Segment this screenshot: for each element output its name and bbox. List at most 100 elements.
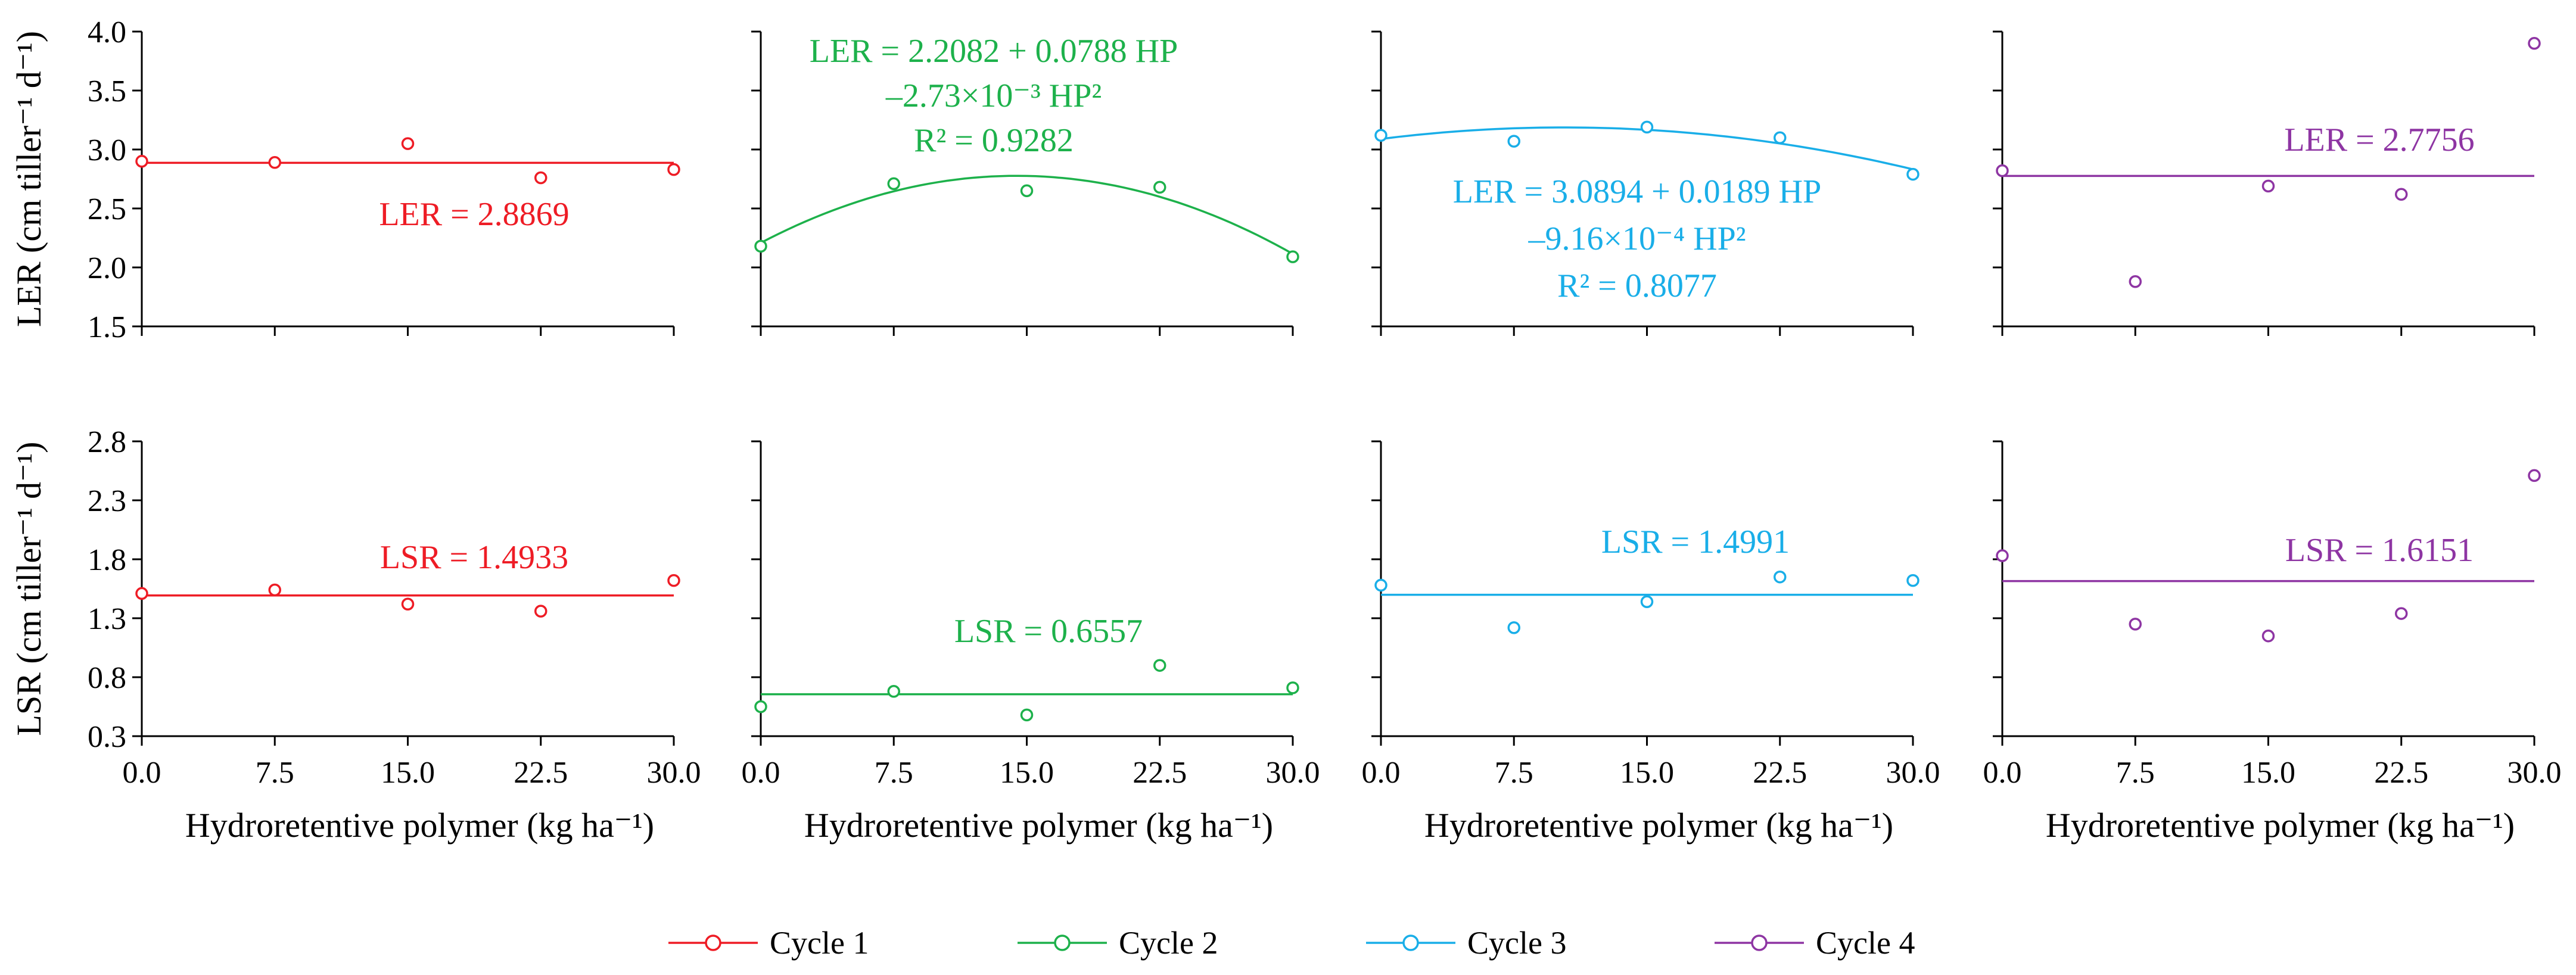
data-point (135, 587, 148, 600)
data-point (754, 700, 767, 714)
equation-label: LSR = 0.6557 (954, 613, 1143, 650)
x-tick-label: 30.0 (1886, 756, 1940, 790)
data-point (268, 156, 281, 169)
x-tick-label: 0.0 (1362, 756, 1401, 790)
x-tick-label: 15.0 (381, 756, 435, 790)
legend-label: Cycle 1 (770, 925, 869, 961)
data-point (2129, 618, 2142, 631)
data-point (1906, 574, 1919, 587)
equation-label: R² = 0.9282 (914, 122, 1074, 159)
equation-label: –2.73×10⁻³ HP² (885, 77, 1102, 114)
y-axis-label: LSR (cm tiller⁻¹ d⁻¹) (10, 442, 48, 736)
legend-marker (1054, 934, 1071, 951)
data-point (401, 597, 415, 610)
data-point (2528, 469, 2541, 482)
legend-marker (1402, 934, 1419, 951)
data-point (1374, 129, 1387, 142)
x-tick-label: 30.0 (2507, 756, 2562, 790)
y-tick-label: 2.5 (88, 192, 126, 226)
data-point (1374, 578, 1387, 592)
data-point (534, 171, 547, 185)
x-tick-label: 0.0 (123, 756, 161, 790)
data-point (1020, 708, 1034, 722)
equation-label: LER = 2.7756 (2284, 122, 2474, 158)
panel-ler-cycle-2: LER = 2.2082 + 0.0788 HP –2.73×10⁻³ HP² R²… (751, 30, 1299, 336)
data-point (1286, 681, 1299, 694)
legend-label: Cycle 4 (1816, 925, 1915, 961)
data-point (1153, 659, 1166, 672)
data-point (887, 685, 900, 698)
data-point (1996, 164, 2009, 177)
equation-label: LSR = 1.6151 (2285, 532, 2474, 569)
data-point (1153, 180, 1166, 194)
y-tick-label: 4.0 (88, 15, 126, 49)
y-tick-label: 3.0 (88, 133, 126, 167)
legend-item: Cycle 3 (1366, 925, 1566, 961)
data-point (1286, 250, 1299, 263)
x-tick-label: 7.5 (256, 756, 294, 790)
data-point (2129, 275, 2142, 288)
x-tick-label: 30.0 (1266, 756, 1320, 790)
y-tick-label: 3.5 (88, 74, 126, 108)
data-point (1640, 595, 1654, 609)
data-point (1020, 184, 1034, 198)
data-point (667, 163, 680, 176)
data-point (667, 574, 680, 587)
equation-label: LER = 2.8869 (379, 196, 569, 233)
x-tick-label: 7.5 (1495, 756, 1533, 790)
x-tick-label: 30.0 (647, 756, 701, 790)
panel-ler-cycle-3: LER = 3.0894 + 0.0189 HP –9.16×10⁻⁴ HP² R²… (1371, 30, 1919, 336)
panel-lsr-cycle-4: 0.0 7.5 15.0 22.5 30.0 Hydroretentive polymer… (1983, 440, 2562, 845)
y-tick-label: 2.8 (88, 425, 126, 459)
panel-lsr-cycle-2: 0.0 7.5 15.0 22.5 30.0 Hydroretentive polymer… (742, 440, 1320, 845)
x-tick-label: 7.5 (875, 756, 913, 790)
equation-label: –9.16×10⁻⁴ HP² (1527, 220, 1746, 257)
legend-marker (1751, 934, 1768, 951)
legend-item: Cycle 1 (668, 925, 869, 961)
data-point (2261, 179, 2275, 193)
x-tick-label: 7.5 (2116, 756, 2155, 790)
data-point (2261, 629, 2275, 643)
data-point (1774, 131, 1787, 144)
legend-item: Cycle 2 (1018, 925, 1218, 961)
data-point (1774, 570, 1787, 584)
equation-label: LSR = 1.4991 (1601, 524, 1790, 560)
legend-item: Cycle 4 (1715, 925, 1915, 961)
data-point (268, 583, 281, 597)
y-tick-label: 1.5 (88, 310, 126, 344)
legend-label: Cycle 2 (1119, 925, 1218, 961)
y-axis-label: LER (cm tiller⁻¹ d⁻¹) (10, 31, 48, 327)
panel-lsr-cycle-3: 0.0 7.5 15.0 22.5 30.0 Hydroretentive polymer… (1362, 440, 1940, 845)
data-point (887, 177, 900, 191)
equation-label: LSR = 1.4933 (380, 539, 568, 576)
legend-label: Cycle 3 (1467, 925, 1566, 961)
equation-label: LER = 2.2082 + 0.0788 HP (810, 33, 1178, 70)
x-axis-label: Hydroretentive polymer (kg ha⁻¹) (185, 806, 654, 845)
fit-line (760, 175, 1293, 255)
x-tick-label: 22.5 (514, 756, 568, 790)
y-tick-label: 2.3 (88, 484, 126, 518)
x-tick-label: 0.0 (1983, 756, 2022, 790)
data-point (2395, 607, 2408, 620)
x-tick-label: 22.5 (2374, 756, 2428, 790)
data-point (1906, 167, 1919, 181)
x-axis-label: Hydroretentive polymer (kg ha⁻¹) (804, 806, 1273, 845)
data-point (754, 239, 767, 253)
panel-ler-cycle-1: 1.5 2.0 2.5 3.0 3.5 4.0 LER (cm tiller⁻¹ d⁻¹) L… (10, 15, 680, 344)
data-point (401, 137, 415, 150)
legend-marker (705, 934, 721, 951)
equation-label: R² = 0.8077 (1557, 267, 1717, 304)
legend: Cycle 1 Cycle 2 Cycle 3 Cycle 4 (668, 925, 1915, 961)
data-point (135, 155, 148, 168)
x-axis-label: Hydroretentive polymer (kg ha⁻¹) (1424, 806, 1893, 845)
data-point (2395, 188, 2408, 201)
data-point (1996, 549, 2009, 562)
x-tick-label: 15.0 (1620, 756, 1674, 790)
x-tick-label: 22.5 (1753, 756, 1807, 790)
equation-label: LER = 3.0894 + 0.0189 HP (1453, 173, 1822, 210)
x-tick-label: 15.0 (1000, 756, 1054, 790)
y-tick-label: 1.8 (88, 543, 126, 577)
x-axis-label: Hydroretentive polymer (kg ha⁻¹) (2046, 806, 2515, 845)
panel-lsr-cycle-1: 0.3 0.8 1.3 1.8 2.3 2.8 0.0 7.5 15.0 22.5 30.0 Hydr… (10, 425, 701, 845)
